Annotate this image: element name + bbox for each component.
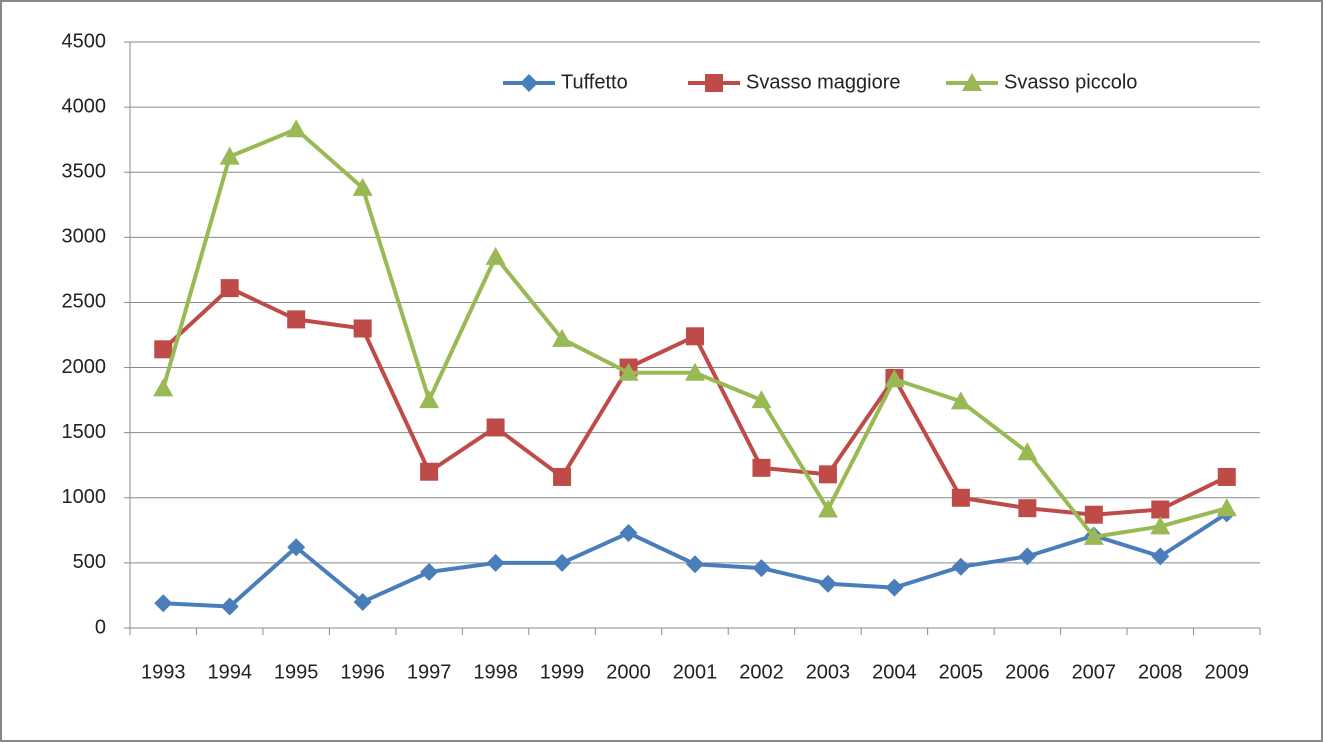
marker [1216,498,1237,517]
marker [220,597,239,616]
y-tick-label: 1500 [62,421,107,443]
marker [1017,442,1038,461]
legend-label: Svasso maggiore [746,71,901,93]
y-tick-label: 4000 [62,95,107,117]
marker [420,563,439,582]
x-tick-label: 1995 [274,661,319,683]
marker [1151,500,1170,519]
x-tick-label: 1998 [473,661,518,683]
y-tick-label: 500 [73,551,106,573]
x-tick-label: 2008 [1138,661,1183,683]
marker [486,418,505,437]
marker [951,557,970,576]
marker [552,328,573,347]
marker [950,391,971,410]
x-tick-label: 2005 [939,661,984,683]
marker [1083,526,1104,545]
marker [485,246,506,265]
x-tick-label: 2001 [673,661,718,683]
marker [817,499,838,518]
y-tick-label: 2500 [62,291,107,313]
x-tick-label: 1997 [407,661,452,683]
marker [618,362,639,381]
marker [951,488,970,507]
marker [884,369,905,388]
marker [1151,547,1170,566]
marker [1150,516,1171,535]
marker [619,523,638,542]
x-tick-label: 2003 [806,661,851,683]
marker [219,146,240,165]
y-tick-label: 0 [95,616,106,638]
marker [154,594,173,613]
marker [685,362,705,381]
x-tick-label: 2006 [1005,661,1050,683]
marker [286,119,307,138]
marker [520,74,538,92]
x-tick-label: 1993 [141,661,186,683]
marker [1018,547,1037,566]
marker [220,279,239,298]
x-tick-label: 2002 [739,661,784,683]
y-tick-label: 3000 [62,226,107,248]
y-tick-label: 1000 [62,486,107,508]
marker [420,462,439,481]
marker [154,340,173,359]
legend-label: Tuffetto [561,71,628,93]
x-tick-label: 2000 [606,661,651,683]
marker [553,467,572,486]
legend-label: Svasso piccolo [1004,71,1137,93]
marker [419,390,440,409]
marker [153,378,174,397]
marker [686,555,704,574]
marker [353,592,372,611]
y-tick-label: 4500 [62,30,107,52]
marker [287,310,306,329]
x-tick-label: 1994 [207,661,252,683]
x-tick-label: 2004 [872,661,917,683]
marker [1018,499,1037,518]
marker [1084,505,1103,524]
marker [818,465,837,484]
marker [885,578,904,597]
marker [752,458,771,477]
x-tick-label: 2007 [1072,661,1117,683]
marker [752,559,771,578]
marker [1217,467,1236,486]
y-tick-label: 2000 [62,356,107,378]
marker [352,177,373,196]
marker [686,327,704,346]
marker [553,553,572,572]
marker [287,538,306,557]
x-tick-label: 1999 [540,661,585,683]
y-tick-label: 3500 [62,161,107,183]
marker [818,574,837,593]
marker [353,319,372,338]
marker [486,553,505,572]
x-tick-label: 2009 [1205,661,1250,683]
x-tick-label: 1996 [340,661,385,683]
marker [962,73,982,91]
marker [705,74,723,92]
marker [751,390,772,409]
